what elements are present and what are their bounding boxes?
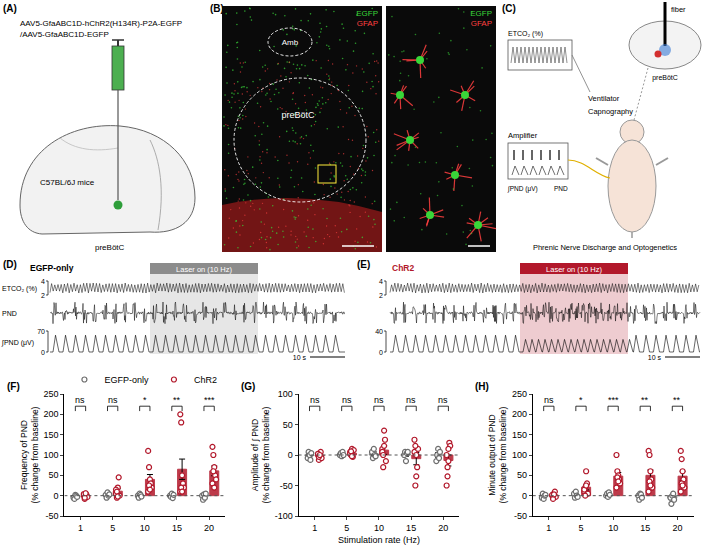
svg-text:10 s: 10 s xyxy=(648,354,662,361)
svg-text:(A): (A) xyxy=(3,3,17,14)
svg-text:50: 50 xyxy=(283,420,293,430)
svg-text:Minute output of PND(% change: Minute output of PND(% change from basel… xyxy=(487,406,508,503)
svg-text:ns: ns xyxy=(438,395,448,405)
svg-text:20: 20 xyxy=(672,523,682,533)
svg-text:(H): (H) xyxy=(475,381,489,392)
svg-text:0: 0 xyxy=(379,349,383,356)
svg-text:PND: PND xyxy=(554,185,568,192)
svg-text:∫PND (μV): ∫PND (μV) xyxy=(507,185,538,193)
svg-text:50: 50 xyxy=(49,470,59,480)
svg-text:0: 0 xyxy=(54,491,59,501)
svg-text:ETCO₂ (%): ETCO₂ (%) xyxy=(2,285,37,293)
svg-text:10 s: 10 s xyxy=(293,354,307,361)
svg-text:2: 2 xyxy=(379,292,383,299)
svg-text:ns: ns xyxy=(75,395,85,405)
svg-text:-100: -100 xyxy=(275,511,293,521)
svg-text:(B): (B) xyxy=(210,3,224,14)
svg-text:C57BL/6J mice: C57BL/6J mice xyxy=(40,178,95,187)
svg-text:ns: ns xyxy=(342,395,352,405)
svg-text:20: 20 xyxy=(438,523,448,533)
svg-text:10: 10 xyxy=(374,523,384,533)
svg-text:Amplifier: Amplifier xyxy=(508,131,538,140)
svg-text:Phrenic Nerve Discharge and Op: Phrenic Nerve Discharge and Optogenetics xyxy=(533,243,677,252)
svg-text:EGFP-only: EGFP-only xyxy=(30,263,74,273)
svg-text:200: 200 xyxy=(512,409,527,419)
svg-text:5: 5 xyxy=(110,523,115,533)
svg-text:PND: PND xyxy=(2,310,17,317)
svg-text:50: 50 xyxy=(517,470,527,480)
svg-text:0: 0 xyxy=(288,450,293,460)
svg-text:0: 0 xyxy=(522,491,527,501)
svg-text:***: *** xyxy=(608,395,619,405)
svg-text:Frequency of PND(% change from: Frequency of PND(% change from baseline) xyxy=(19,406,40,503)
svg-text:AAV5-GfaABC1D-hChR2(H134R)-P2A: AAV5-GfaABC1D-hChR2(H134R)-P2A-EGFP xyxy=(20,19,182,28)
svg-text:(C): (C) xyxy=(502,3,516,14)
svg-text:(G): (G) xyxy=(241,381,255,392)
svg-text:preBötC: preBötC xyxy=(652,74,678,82)
svg-text:EGFP: EGFP xyxy=(356,9,378,18)
svg-text:1: 1 xyxy=(78,523,83,533)
svg-text:Amb: Amb xyxy=(282,38,299,47)
svg-text:ns: ns xyxy=(544,395,554,405)
svg-text:5: 5 xyxy=(344,523,349,533)
svg-text:**: ** xyxy=(673,395,681,405)
svg-text:Capnography: Capnography xyxy=(588,107,633,116)
svg-text:preBötC: preBötC xyxy=(281,110,315,120)
svg-text:***: *** xyxy=(204,395,215,405)
svg-text:/AAV5-GfaABC1D-EGFP: /AAV5-GfaABC1D-EGFP xyxy=(20,30,109,39)
svg-text:Ventilator: Ventilator xyxy=(588,94,620,103)
svg-text:Stimulation rate (Hz): Stimulation rate (Hz) xyxy=(338,535,420,545)
svg-text:10: 10 xyxy=(608,523,618,533)
svg-text:100: 100 xyxy=(278,389,293,399)
svg-text:ns: ns xyxy=(108,395,118,405)
svg-text:1: 1 xyxy=(546,523,551,533)
svg-text:**: ** xyxy=(173,395,181,405)
svg-text:2: 2 xyxy=(41,292,45,299)
svg-text:EGFP: EGFP xyxy=(470,9,492,18)
svg-text:40: 40 xyxy=(375,328,383,335)
svg-text:15: 15 xyxy=(640,523,650,533)
svg-text:5: 5 xyxy=(578,523,583,533)
svg-text:ETCO₂ (%): ETCO₂ (%) xyxy=(508,30,543,38)
svg-text:GFAP: GFAP xyxy=(357,19,378,28)
svg-text:fiber: fiber xyxy=(671,5,686,14)
svg-text:100: 100 xyxy=(512,450,527,460)
svg-text:ns: ns xyxy=(406,395,416,405)
svg-text:10: 10 xyxy=(140,523,150,533)
svg-text:250: 250 xyxy=(44,389,59,399)
svg-text:Amplitude of ∫ PND(% change fr: Amplitude of ∫ PND(% change from baselin… xyxy=(250,406,271,503)
svg-text:150: 150 xyxy=(44,430,59,440)
svg-text:70: 70 xyxy=(37,328,45,335)
svg-text:ChR2: ChR2 xyxy=(194,375,217,385)
svg-text:4: 4 xyxy=(41,278,45,285)
svg-text:-50: -50 xyxy=(280,481,293,491)
svg-text:(F): (F) xyxy=(7,381,20,392)
svg-text:∫PND (μV): ∫PND (μV) xyxy=(1,339,34,347)
svg-text:ns: ns xyxy=(310,395,320,405)
svg-text:250: 250 xyxy=(512,389,527,399)
svg-text:**: ** xyxy=(641,395,649,405)
svg-text:15: 15 xyxy=(406,523,416,533)
svg-text:1: 1 xyxy=(312,523,317,533)
svg-text:100: 100 xyxy=(44,450,59,460)
svg-text:4: 4 xyxy=(379,278,383,285)
svg-text:-50: -50 xyxy=(514,511,527,521)
svg-text:Laser on (10 Hz): Laser on (10 Hz) xyxy=(546,265,602,274)
svg-text:200: 200 xyxy=(44,409,59,419)
svg-text:150: 150 xyxy=(512,430,527,440)
svg-text:0: 0 xyxy=(41,349,45,356)
svg-text:Laser on (10 Hz): Laser on (10 Hz) xyxy=(176,265,232,274)
svg-text:preBötC: preBötC xyxy=(95,243,125,252)
svg-text:(E): (E) xyxy=(357,259,370,270)
svg-text:ChR2: ChR2 xyxy=(392,263,414,273)
svg-text:EGFP-only: EGFP-only xyxy=(104,375,149,385)
svg-text:20: 20 xyxy=(204,523,214,533)
svg-text:*: * xyxy=(143,395,147,405)
svg-text:15: 15 xyxy=(172,523,182,533)
svg-text:ns: ns xyxy=(374,395,384,405)
svg-text:GFAP: GFAP xyxy=(471,19,492,28)
svg-text:(D): (D) xyxy=(3,259,17,270)
svg-text:-50: -50 xyxy=(46,511,59,521)
svg-text:*: * xyxy=(579,395,583,405)
